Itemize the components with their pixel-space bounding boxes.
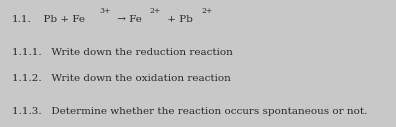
Text: 3+: 3+ xyxy=(99,7,110,15)
Text: 1.1.: 1.1. xyxy=(12,15,32,24)
Text: Pb + Fe: Pb + Fe xyxy=(37,15,86,24)
Text: 2+: 2+ xyxy=(150,7,161,15)
Text: → Fe: → Fe xyxy=(114,15,142,24)
Text: 1.1.1.   Write down the reduction reaction: 1.1.1. Write down the reduction reaction xyxy=(12,48,233,57)
Text: 2+: 2+ xyxy=(202,7,213,15)
Text: + Pb: + Pb xyxy=(164,15,193,24)
Text: 1.1.3.   Determine whether the reaction occurs spontaneous or not.: 1.1.3. Determine whether the reaction oc… xyxy=(12,107,367,116)
Text: 1.1.2.   Write down the oxidation reaction: 1.1.2. Write down the oxidation reaction xyxy=(12,74,231,83)
